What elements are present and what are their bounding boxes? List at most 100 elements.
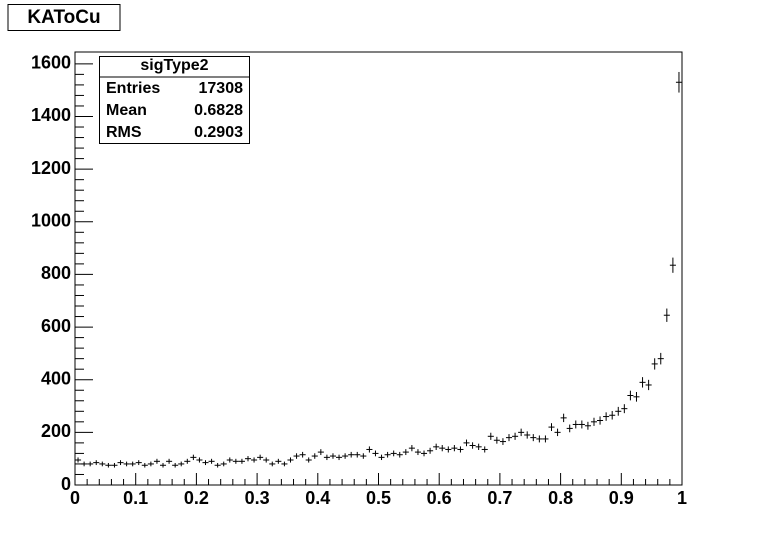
- data-point: [99, 461, 106, 467]
- data-point: [299, 451, 306, 458]
- stats-label: Entries: [106, 80, 160, 97]
- data-point: [402, 449, 409, 456]
- data-point: [111, 462, 118, 468]
- data-point: [257, 454, 264, 461]
- data-point: [627, 390, 634, 401]
- data-point: [512, 432, 519, 440]
- stats-box: [99, 56, 250, 144]
- data-point: [566, 424, 573, 433]
- data-point: [518, 428, 525, 437]
- y-tick-label: 200: [41, 421, 71, 441]
- data-point: [196, 457, 203, 463]
- data-point: [584, 421, 591, 430]
- data-point: [475, 443, 482, 451]
- data-point: [317, 449, 324, 456]
- data-point: [220, 461, 227, 467]
- data-point: [469, 442, 476, 449]
- stats-label: RMS: [106, 124, 142, 141]
- data-point: [336, 454, 343, 461]
- data-point: [360, 453, 367, 459]
- data-point: [633, 392, 640, 402]
- data-point: [408, 445, 415, 452]
- data-point: [590, 417, 598, 426]
- data-point: [208, 458, 215, 464]
- x-tick-label: 0.3: [245, 488, 270, 508]
- data-point: [172, 462, 179, 468]
- data-point: [93, 460, 100, 466]
- data-point: [342, 453, 349, 459]
- data-point: [524, 431, 531, 439]
- chart-title: KAToCu: [27, 7, 100, 28]
- data-point: [105, 462, 112, 468]
- data-point: [354, 451, 361, 458]
- data-point: [657, 352, 664, 365]
- y-tick-label: 1200: [31, 158, 71, 178]
- data-point: [135, 460, 142, 466]
- x-tick-label: 0.6: [427, 488, 452, 508]
- data-point: [451, 445, 458, 452]
- data-point: [153, 458, 160, 464]
- data-point: [251, 457, 258, 463]
- x-tick-label: 1: [677, 488, 687, 508]
- data-point: [536, 435, 543, 443]
- data-point: [378, 454, 385, 461]
- data-point: [123, 461, 130, 467]
- y-tick-label: 1000: [31, 211, 71, 231]
- data-point: [87, 461, 94, 467]
- data-point: [238, 458, 245, 464]
- data-point: [597, 416, 604, 425]
- y-tick-label: 1400: [31, 105, 71, 125]
- data-point: [603, 412, 610, 421]
- data-point: [645, 379, 652, 391]
- data-point: [396, 451, 403, 458]
- marks: [75, 71, 682, 468]
- stats-value: 0.6828: [194, 102, 243, 119]
- data-point: [147, 461, 154, 467]
- data-point: [287, 457, 294, 463]
- data-point: [548, 423, 555, 431]
- data-point: [481, 446, 488, 453]
- data-point: [117, 460, 124, 466]
- stats-rows: Entries 17308 Mean 0.6828 RMS 0.2903: [106, 80, 243, 141]
- data-point: [639, 377, 646, 388]
- data-point: [427, 447, 434, 454]
- x-tick-label: 0.4: [305, 488, 330, 508]
- data-point: [445, 446, 452, 453]
- data-point: [609, 410, 616, 420]
- data-point: [159, 462, 167, 468]
- data-point: [281, 461, 288, 467]
- data-point: [305, 457, 312, 463]
- x-tick-label: 0.9: [609, 488, 634, 508]
- data-point: [669, 257, 676, 273]
- data-point: [75, 457, 82, 463]
- x-tick-label: 0: [70, 488, 80, 508]
- data-point: [263, 457, 270, 463]
- x-tick-label: 0.8: [548, 488, 573, 508]
- data-point: [293, 453, 300, 459]
- data-point: [560, 413, 567, 423]
- y-tick-label: 1600: [31, 53, 71, 73]
- data-point: [129, 461, 136, 467]
- x-tick-label: 0.7: [487, 488, 512, 508]
- data-point: [615, 406, 622, 416]
- data-point: [372, 450, 379, 457]
- data-point: [244, 456, 252, 462]
- data-point: [505, 434, 513, 442]
- data-point: [433, 443, 440, 451]
- data-point: [390, 450, 397, 457]
- data-point: [275, 458, 282, 464]
- data-point: [420, 450, 428, 457]
- y-tick-label: 600: [41, 316, 71, 336]
- data-point: [439, 445, 446, 452]
- data-point: [414, 449, 421, 456]
- data-point: [493, 436, 500, 444]
- title-box: [7, 4, 121, 31]
- data-point: [226, 457, 233, 463]
- data-point: [348, 451, 355, 458]
- data-point: [141, 462, 148, 468]
- stats-title: sigType2: [140, 57, 208, 74]
- data-point: [166, 458, 173, 464]
- stats-value: 0.2903: [194, 124, 243, 141]
- data-point: [81, 461, 88, 467]
